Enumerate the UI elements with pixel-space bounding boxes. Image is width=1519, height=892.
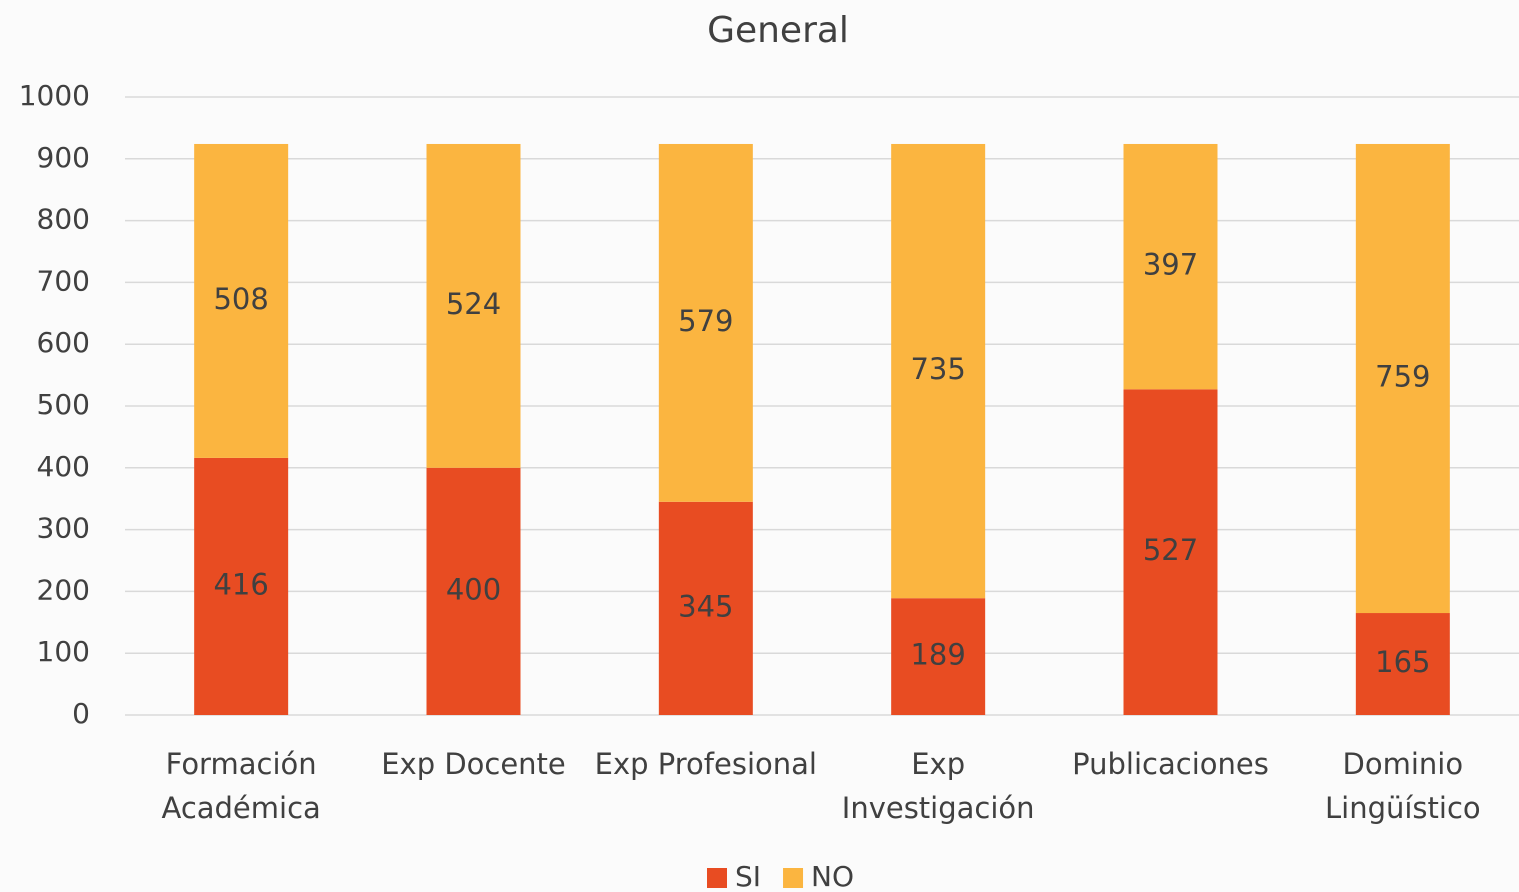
x-tick-label: Formación Académica	[125, 742, 357, 830]
data-label: 735	[910, 352, 965, 386]
legend-label: NO	[811, 860, 854, 892]
data-label: 165	[1375, 645, 1430, 679]
y-tick-label: 200	[37, 573, 90, 606]
data-label: 759	[1375, 359, 1430, 393]
legend-swatch	[707, 868, 727, 888]
data-label: 345	[678, 589, 733, 623]
y-tick-label: 100	[37, 635, 90, 668]
y-tick-label: 400	[37, 450, 90, 483]
y-tick-label: 1000	[19, 79, 90, 112]
data-label: 524	[446, 287, 501, 321]
data-label: 527	[1143, 533, 1198, 567]
y-tick-label: 600	[37, 326, 90, 359]
chart-title: General	[707, 10, 849, 51]
legend-swatch	[783, 868, 803, 888]
data-label: 189	[910, 638, 965, 672]
legend-label: SI	[735, 860, 761, 892]
data-label: 508	[213, 282, 268, 316]
y-tick-label: 800	[37, 203, 90, 236]
data-label: 416	[213, 567, 268, 601]
x-tick-label: Publicaciones	[1055, 742, 1287, 786]
y-tick-label: 300	[37, 512, 90, 545]
x-tick-label: Exp Docente	[358, 742, 590, 786]
page: General 0 100 200 300 400 500 600 700 800 900 1000…	[0, 0, 1519, 892]
data-label: 579	[678, 304, 733, 338]
y-tick-label: 900	[37, 141, 90, 174]
x-tick-label: Exp Profesional	[590, 742, 822, 786]
data-label: 397	[1143, 248, 1198, 282]
y-tick-label: 0	[72, 697, 90, 730]
y-tick-label: 500	[37, 388, 90, 421]
data-label: 400	[446, 572, 501, 606]
x-tick-label: Exp Investigación	[822, 742, 1054, 830]
x-tick-label: Dominio Lingüístico	[1287, 742, 1519, 830]
y-tick-label: 700	[37, 264, 90, 297]
